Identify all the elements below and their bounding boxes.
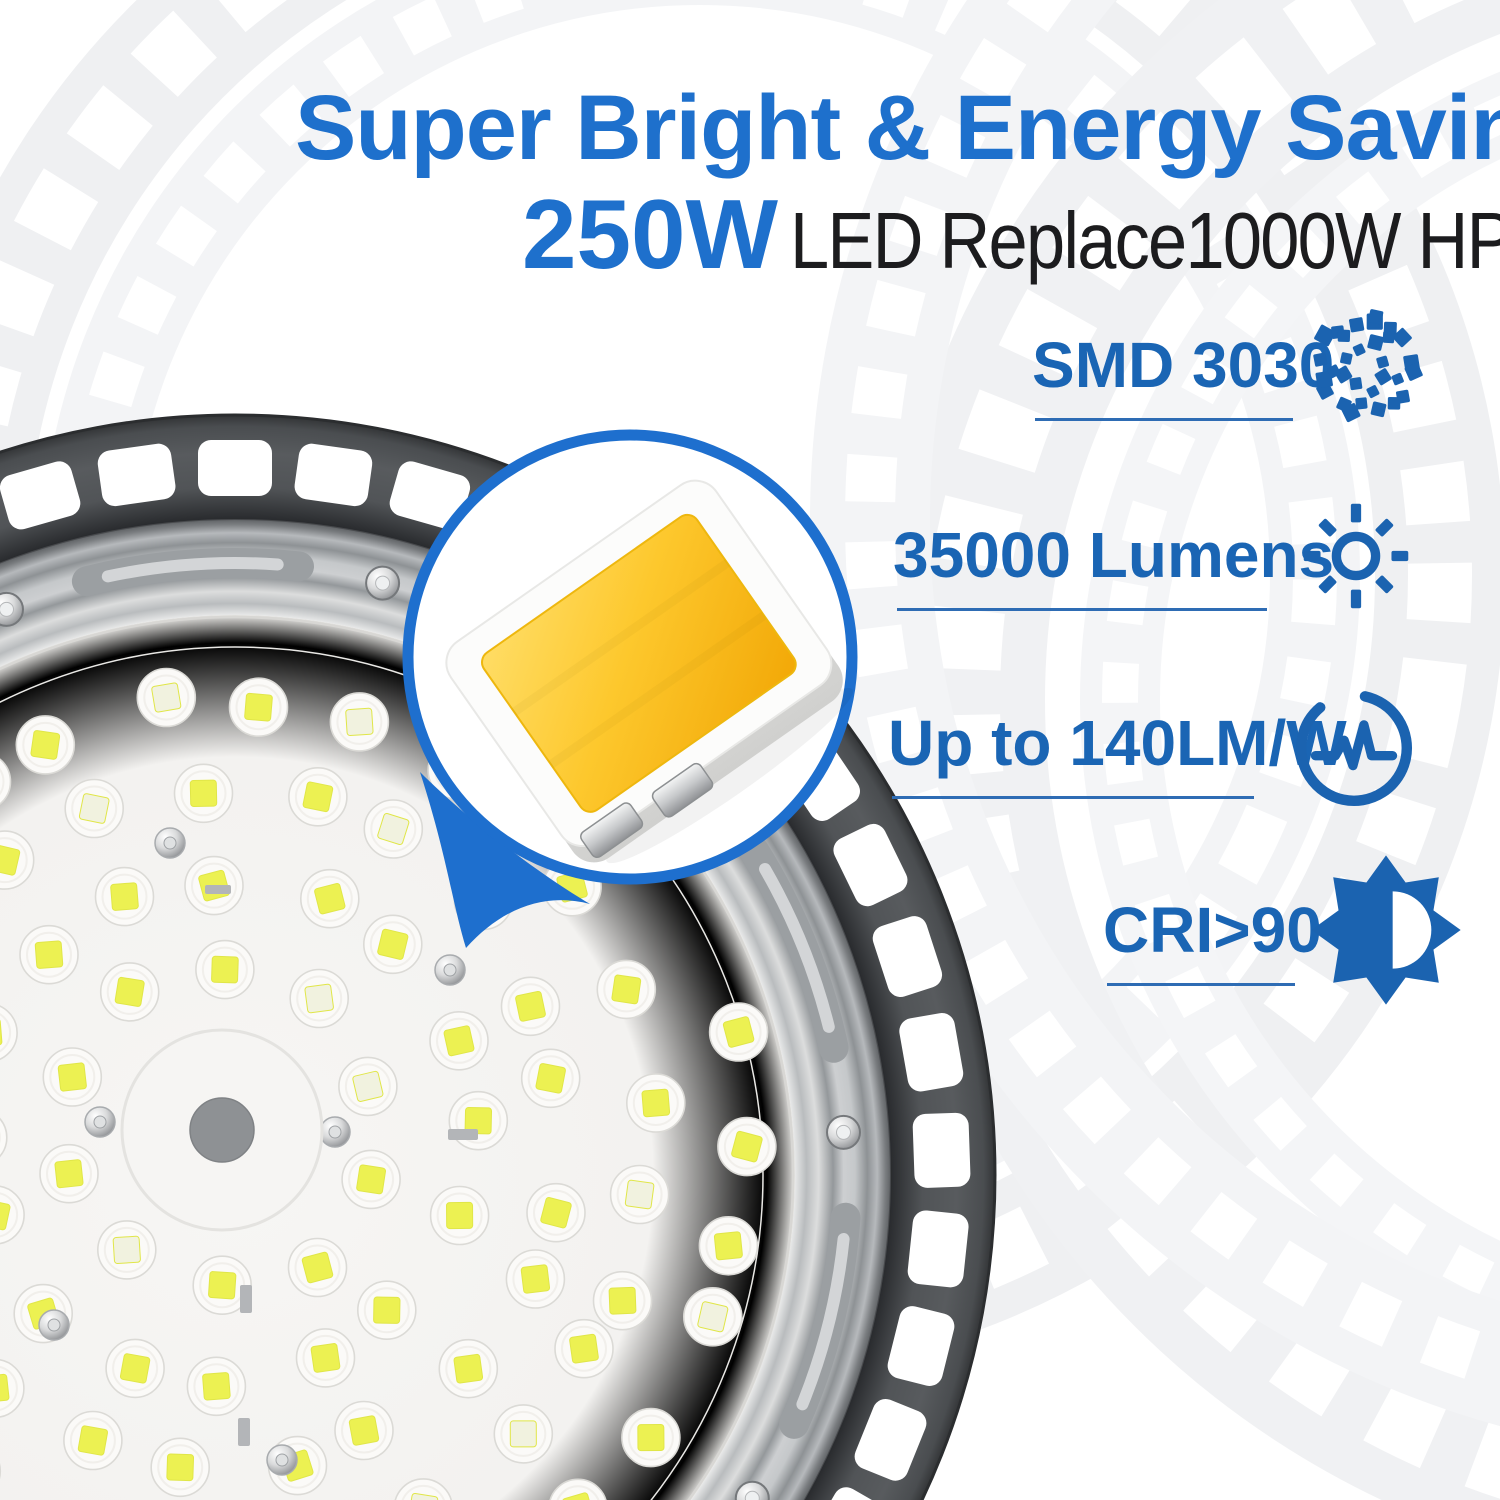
led-chip <box>363 799 424 859</box>
led-chip <box>42 1047 103 1107</box>
led-chip <box>136 667 197 728</box>
led-chip <box>596 959 657 1020</box>
led-chip <box>289 968 350 1029</box>
led-chip <box>549 1478 607 1500</box>
led-chip <box>429 1011 489 1071</box>
watermark-ring <box>875 0 1500 1500</box>
led-chip <box>394 1478 453 1500</box>
led-chip <box>0 758 12 805</box>
led-chip <box>99 962 160 1022</box>
led-chip-callout <box>402 429 858 948</box>
led-chip <box>195 939 255 1000</box>
led-chip <box>228 677 289 738</box>
led-chip <box>64 778 124 839</box>
solder-tab <box>580 802 644 859</box>
led-chip <box>295 1328 356 1388</box>
led-chip <box>0 1117 8 1158</box>
led-chip <box>429 1185 490 1246</box>
callout-tail <box>420 772 590 948</box>
phosphor-surface <box>481 513 797 813</box>
led-chip <box>288 766 348 827</box>
led-chip <box>448 1090 509 1151</box>
led-chip <box>438 1338 499 1399</box>
led-chip <box>520 1048 581 1109</box>
led-chip <box>329 692 390 752</box>
led-chip <box>0 830 35 890</box>
screw <box>84 1106 116 1138</box>
led-chip <box>505 1249 566 1309</box>
led-chip <box>97 1220 157 1280</box>
led-chip <box>39 1143 99 1204</box>
watermark-ring <box>810 0 1500 1426</box>
led-chip <box>554 1318 614 1379</box>
led-chip <box>19 924 79 985</box>
led-chip <box>609 1164 670 1225</box>
led-chip <box>63 1410 123 1471</box>
led-chip <box>493 1404 554 1464</box>
led-chip <box>0 1185 25 1245</box>
led-chip <box>299 868 360 929</box>
led-chip <box>0 1359 25 1418</box>
led-chip <box>362 914 423 975</box>
led-chip <box>94 866 155 927</box>
led-chip <box>341 1149 401 1210</box>
led-chip <box>682 1287 743 1347</box>
led-chip <box>173 763 234 824</box>
led-chip <box>338 1056 398 1117</box>
led-chip <box>105 1338 165 1399</box>
watermark-ring <box>1080 42 1500 1358</box>
solder-tab <box>651 762 714 818</box>
led-chip <box>186 1356 247 1417</box>
smd-3030-chip <box>445 479 854 864</box>
screw <box>266 1444 298 1476</box>
screw <box>434 954 466 986</box>
led-chip <box>708 1002 769 1062</box>
led-chip <box>500 976 561 1037</box>
led-chip <box>192 1255 252 1315</box>
led-chip <box>698 1216 759 1276</box>
center-sensor-dot <box>189 1097 255 1163</box>
led-chip <box>621 1407 681 1468</box>
led-chip <box>717 1116 777 1177</box>
led-chip <box>15 715 76 775</box>
led-chip <box>356 1280 417 1340</box>
screw <box>154 827 186 859</box>
led-chip <box>625 1073 686 1133</box>
led-chip <box>150 1437 210 1498</box>
led-chip <box>526 1182 586 1243</box>
led-chip <box>592 1270 653 1331</box>
led-chip <box>0 1005 18 1061</box>
led-chip <box>287 1237 348 1298</box>
screw <box>319 1116 351 1148</box>
screw <box>38 1309 70 1341</box>
led-chip <box>334 1400 394 1461</box>
